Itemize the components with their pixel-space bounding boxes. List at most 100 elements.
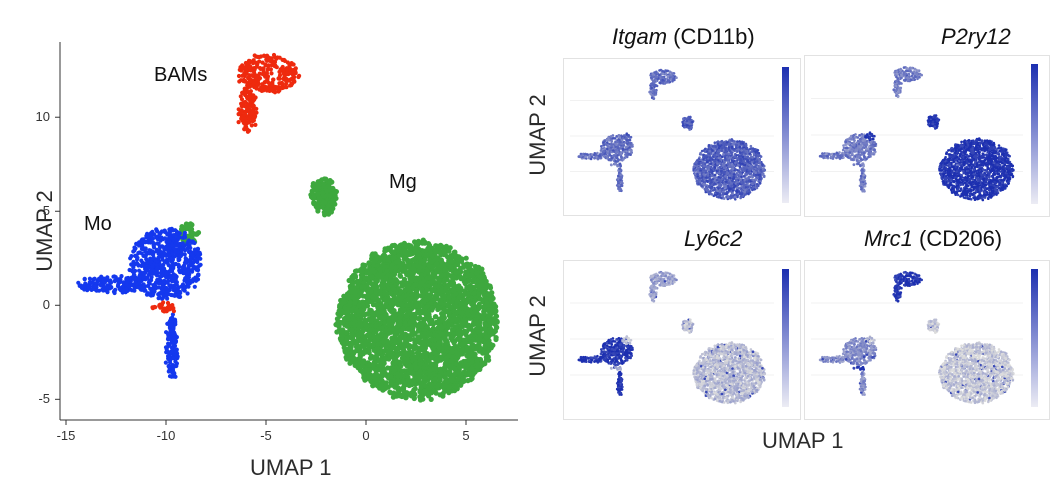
scatter-point-mg (399, 282, 406, 288)
scatter-point-mg (402, 336, 408, 342)
scatter-point-mo (139, 251, 144, 256)
scatter-point-mo (167, 287, 172, 292)
scatter-point-mo (166, 369, 171, 374)
scatter-point-mo (142, 274, 147, 279)
scatter-point-bams (238, 78, 244, 83)
scatter-point-mo (176, 294, 181, 299)
scatter-point-mg (447, 259, 454, 265)
feature-point-bams (648, 90, 651, 94)
scatter-point-mg (393, 384, 399, 390)
scatter-point-mg (439, 272, 445, 279)
scatter-point-mg (465, 312, 471, 318)
scatter-point-mg (459, 310, 465, 316)
scatter-point-mg (482, 343, 488, 349)
scatter-point-mg (388, 301, 394, 307)
scatter-point-mg (359, 268, 365, 274)
scatter-point-mo (128, 256, 133, 261)
scatter-point-mg (454, 384, 460, 390)
scatter-point-mg (458, 292, 464, 298)
scatter-point-mo (166, 320, 172, 325)
scatter-point-mg (370, 373, 376, 380)
scatter-point-mo (140, 239, 145, 244)
scatter-point-mo (145, 233, 150, 238)
scatter-point-mg (344, 316, 350, 322)
scatter-point-mo (105, 290, 110, 295)
scatter-point-mg (477, 362, 483, 368)
scatter-point-mg (320, 199, 326, 205)
scatter-point-mg (479, 282, 485, 288)
scatter-point-mo (180, 282, 186, 287)
scatter-point-mg (455, 376, 461, 382)
scatter-point-bams (291, 78, 296, 83)
scatter-point-mg (403, 371, 409, 377)
scatter-point-mg (360, 351, 366, 357)
scatter-point-mg (342, 348, 348, 354)
scatter-point-mo (152, 232, 157, 237)
scatter-point-mg (348, 341, 354, 347)
scatter-point-mg (475, 344, 481, 350)
scatter-point-mg (442, 320, 448, 326)
scatter-point-mo (137, 280, 142, 285)
scatter-point-mg (442, 266, 448, 272)
scatter-point-mg (453, 316, 459, 323)
scatter-point-mo (148, 256, 153, 261)
scatter-point-mo (169, 349, 174, 354)
scatter-point-mo (161, 262, 166, 268)
scatter-point-bams (248, 79, 253, 84)
scatter-point-mg (360, 328, 366, 334)
scatter-point-mg (448, 264, 454, 270)
scatter-point-bams (289, 81, 294, 86)
scatter-point-mg (388, 273, 394, 279)
scatter-point-bams (285, 71, 290, 76)
scatter-point-mg (466, 326, 472, 332)
scatter-point-mg (390, 286, 396, 292)
scatter-point-mo (183, 235, 188, 240)
scatter-point-mo (134, 261, 140, 266)
scatter-point-mo (174, 239, 179, 244)
scatter-point-mg (383, 344, 389, 350)
scatter-point-mg (368, 379, 375, 385)
scatter-point-bams (268, 56, 273, 61)
feature-point-bams (609, 163, 613, 166)
scatter-point-mg (449, 331, 455, 337)
scatter-point-mg (424, 247, 430, 253)
feature-point-bams (655, 84, 658, 87)
scatter-point-mg (422, 382, 428, 389)
scatter-point-mg (417, 264, 423, 270)
scatter-point-mo (167, 356, 172, 361)
scatter-point-mg (492, 321, 498, 327)
scatter-point-mg (403, 395, 409, 401)
scatter-point-mg (458, 382, 464, 388)
tick-marks (55, 116, 467, 425)
scatter-point-mg (406, 326, 412, 332)
scatter-point-mg (375, 297, 381, 303)
scatter-point-mg (414, 310, 420, 316)
feature-point-bams (661, 78, 664, 82)
scatter-point-mo (186, 243, 191, 248)
scatter-point-mo (95, 280, 100, 285)
scatter-point-mg (453, 350, 459, 356)
scatter-point-bams (247, 65, 252, 70)
scatter-point-bams (275, 55, 280, 60)
scatter-point-mo (135, 255, 140, 260)
scatter-point-mg (428, 279, 434, 285)
scatter-point-mg (370, 362, 376, 368)
scatter-point-bams (247, 94, 252, 99)
scatter-point-mg (444, 302, 450, 308)
scatter-point-bams (159, 302, 165, 307)
scatter-point-mg (324, 206, 330, 212)
scatter-point-bams (284, 81, 289, 86)
scatter-point-mg (362, 341, 368, 347)
scatter-point-mo (160, 244, 165, 249)
scatter-point-bams (271, 77, 276, 82)
scatter-point-mg (412, 344, 418, 350)
feature-umap-scatter (570, 67, 789, 203)
scatter-point-bams (251, 81, 256, 86)
scatter-point-mo (177, 231, 182, 236)
scatter-point-bams (258, 54, 264, 59)
scatter-point-bams (247, 116, 252, 121)
scatter-point-mg (439, 315, 445, 321)
scatter-point-mg (316, 181, 322, 188)
scatter-point-mg (433, 362, 439, 368)
scatter-point-mg (358, 312, 364, 319)
